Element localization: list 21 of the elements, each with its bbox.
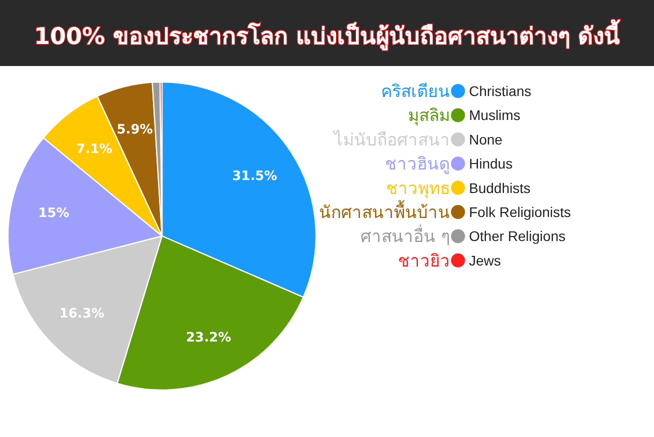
legend-label: Hindus xyxy=(469,156,513,172)
text: ศาสนาอื่น ๆ xyxy=(360,224,450,248)
chart-title: 100% ของประชากรโลก แบ่งเป็นผู้นับถือศาสนาต่างๆ ดังนี้ xyxy=(34,19,622,51)
legend-label: Muslims xyxy=(469,107,520,124)
text: มุสลิม xyxy=(408,106,450,126)
legend-label: Buddhists xyxy=(469,180,530,196)
text: นักศาสนาพื้นบ้าน xyxy=(319,200,450,223)
legend-label: Jews xyxy=(469,252,501,268)
legend-label: Other Religions xyxy=(469,228,566,244)
data-label: 5.9% xyxy=(116,122,153,138)
text: คริสเตียน xyxy=(381,82,450,102)
data-label: 31.5% xyxy=(232,169,278,184)
legend-label: Christians xyxy=(469,83,532,99)
legend-label: None xyxy=(469,131,503,148)
data-label: 23.2% xyxy=(186,330,232,346)
data-label: 15% xyxy=(38,206,70,221)
text: ชาวยิว xyxy=(398,251,450,272)
legend-label: Folk Religionists xyxy=(469,204,571,220)
data-label: 7.1% xyxy=(76,142,112,158)
text: ชาวฮินดู xyxy=(385,154,450,175)
text: ชาวพุทธ xyxy=(386,178,450,199)
